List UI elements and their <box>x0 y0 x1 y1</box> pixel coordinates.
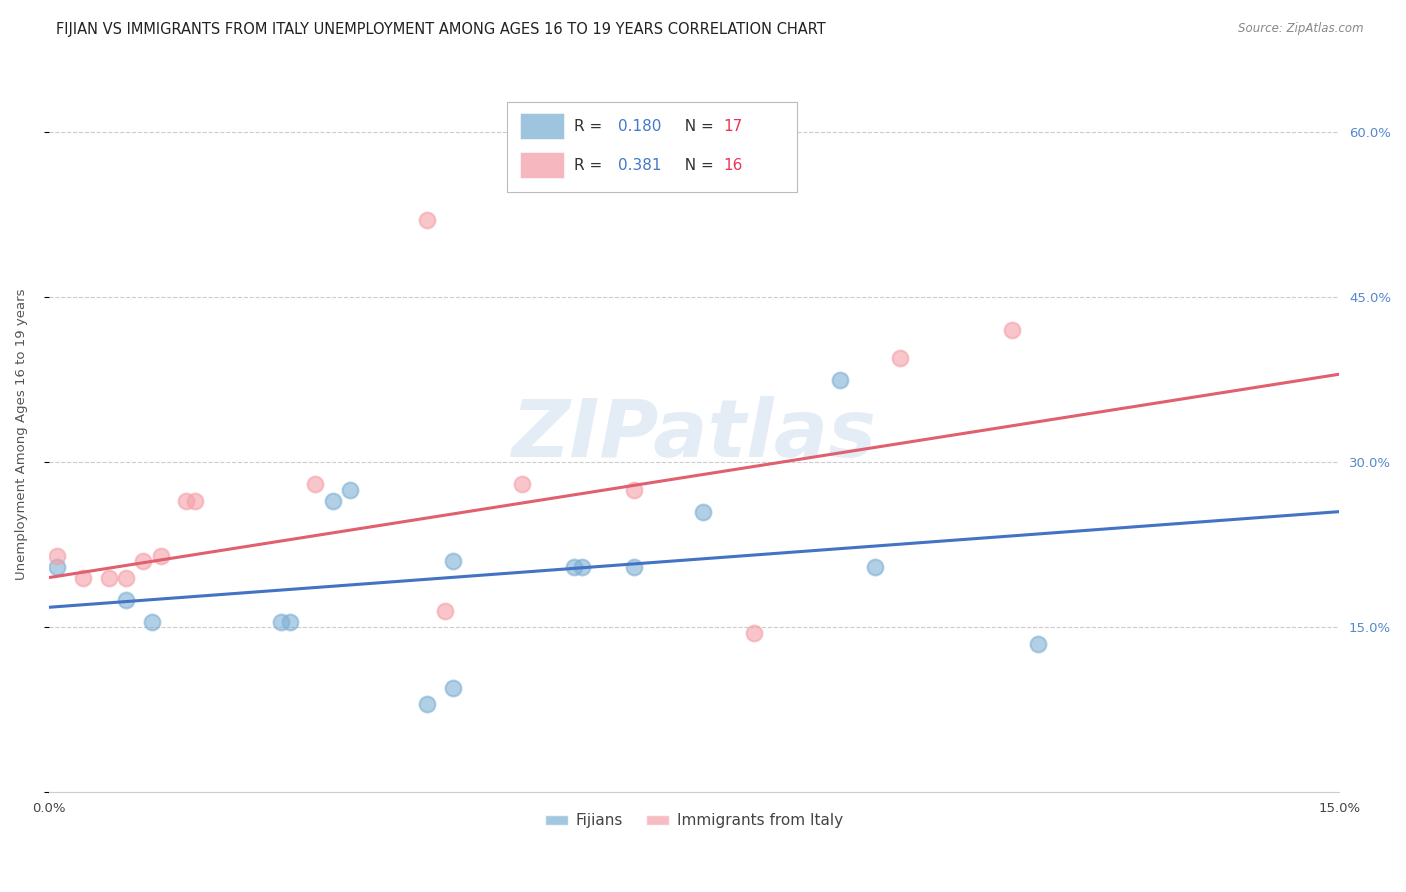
Point <box>149 549 172 563</box>
Text: FIJIAN VS IMMIGRANTS FROM ITALY UNEMPLOYMENT AMONG AGES 16 TO 19 YEARS CORRELATI: FIJIAN VS IMMIGRANTS FROM ITALY UNEMPLOY… <box>56 22 825 37</box>
Text: N =: N = <box>675 119 718 134</box>
Point <box>623 559 645 574</box>
Point <box>863 559 886 574</box>
Point <box>322 493 344 508</box>
Point <box>1001 323 1024 337</box>
Point <box>571 559 593 574</box>
Point <box>441 554 464 568</box>
Legend: Fijians, Immigrants from Italy: Fijians, Immigrants from Italy <box>538 807 849 834</box>
FancyBboxPatch shape <box>520 113 564 139</box>
Point <box>623 483 645 497</box>
Point <box>278 615 301 629</box>
FancyBboxPatch shape <box>520 153 564 178</box>
Point <box>562 559 585 574</box>
Point <box>416 697 439 711</box>
Text: 0.180: 0.180 <box>617 119 661 134</box>
Point <box>184 493 207 508</box>
Point <box>176 493 198 508</box>
Point <box>433 604 456 618</box>
Text: 16: 16 <box>724 158 742 173</box>
Point <box>692 505 714 519</box>
Text: N =: N = <box>675 158 718 173</box>
Point <box>141 615 163 629</box>
Text: 0.381: 0.381 <box>617 158 661 173</box>
Point <box>830 373 852 387</box>
Point <box>441 681 464 695</box>
Point <box>1026 636 1049 650</box>
Point <box>510 477 533 491</box>
Point <box>132 554 155 568</box>
Point <box>98 571 121 585</box>
Y-axis label: Unemployment Among Ages 16 to 19 years: Unemployment Among Ages 16 to 19 years <box>15 289 28 581</box>
Point <box>46 549 69 563</box>
Point <box>416 213 439 227</box>
Point <box>46 559 69 574</box>
Point <box>742 625 765 640</box>
Point <box>304 477 326 491</box>
Text: R =: R = <box>574 158 607 173</box>
Point <box>339 483 361 497</box>
Text: ZIPatlas: ZIPatlas <box>512 396 876 474</box>
Point <box>270 615 292 629</box>
FancyBboxPatch shape <box>508 103 797 192</box>
Point <box>72 571 94 585</box>
Text: R =: R = <box>574 119 607 134</box>
Point <box>889 351 911 365</box>
Point <box>115 571 138 585</box>
Point <box>115 592 138 607</box>
Text: 17: 17 <box>724 119 742 134</box>
Text: Source: ZipAtlas.com: Source: ZipAtlas.com <box>1239 22 1364 36</box>
